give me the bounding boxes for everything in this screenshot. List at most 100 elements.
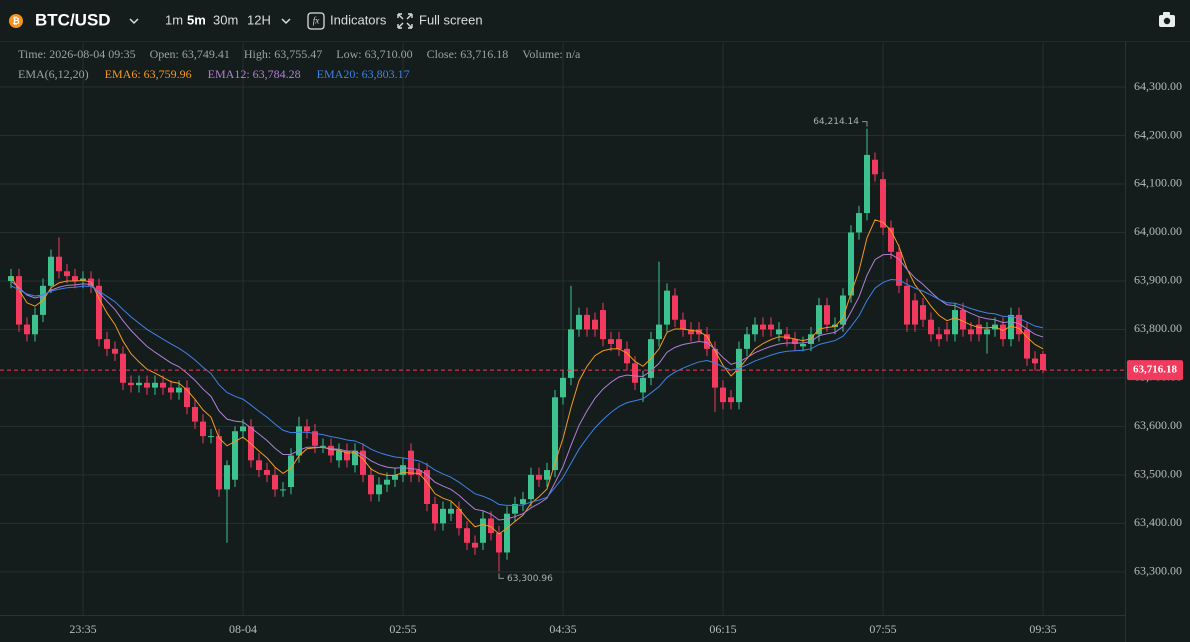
ema-line — [10, 278, 1044, 506]
candle-body — [880, 179, 886, 228]
candle-body — [416, 470, 422, 475]
candle-body — [264, 470, 270, 475]
candle-body — [1016, 314, 1022, 335]
candle-body — [624, 348, 630, 364]
candle-body — [80, 278, 86, 281]
fullscreen-button[interactable]: Full screen — [419, 12, 483, 27]
candle-body — [384, 479, 390, 485]
timeframe[interactable]: 30m — [213, 12, 238, 27]
candle-body — [280, 489, 286, 491]
ema-line — [10, 219, 1044, 535]
candle-body — [144, 382, 150, 388]
candle-body — [488, 518, 494, 534]
overlay: Time: 2026-08-04 09:35 Open: 63,749.41 Hig… — [0, 47, 1183, 584]
candle-body — [304, 426, 310, 432]
candle-body — [928, 319, 934, 335]
candle-body — [704, 334, 710, 349]
candle-body — [736, 348, 742, 403]
candle-body — [432, 503, 438, 524]
last-price-tag — [1127, 360, 1183, 381]
ohlc-info: Low: 63,710.00 — [336, 47, 412, 61]
candle-body — [656, 324, 662, 340]
candle-body — [128, 382, 134, 386]
candle-body — [1040, 353, 1046, 371]
candle-body — [208, 436, 214, 438]
candle-body — [48, 256, 54, 286]
candle-body — [1032, 358, 1038, 364]
candle-body — [680, 319, 686, 330]
candle-body — [552, 397, 558, 471]
candle-body — [720, 387, 726, 403]
x-tick-label: 06:15 — [709, 622, 736, 636]
candle-body — [136, 382, 142, 386]
candle-body — [320, 445, 326, 447]
timeframe[interactable]: 1m — [165, 12, 183, 27]
candle-body — [976, 324, 982, 335]
candle-body — [672, 295, 678, 320]
candle-body — [256, 460, 262, 471]
y-tick-label: 63,500.00 — [1134, 467, 1182, 481]
y-tick-label: 63,600.00 — [1134, 418, 1182, 432]
candle-body — [512, 503, 518, 514]
x-tick-label: 08-04 — [229, 622, 257, 636]
candle-body — [392, 474, 398, 480]
candle-body — [888, 227, 894, 252]
candle-body — [336, 450, 342, 461]
candle-body — [968, 329, 974, 335]
candle-body — [472, 542, 478, 548]
candle-body — [816, 305, 822, 335]
candle-body — [344, 450, 350, 461]
symbol[interactable]: BTC/USD — [35, 10, 111, 29]
candle-body — [8, 276, 14, 281]
grid: 63,300.00 63,400.00 63,500.00 63,600.00 63,7… — [0, 42, 1182, 636]
symbol-dropdown[interactable] — [129, 18, 139, 25]
fullscreen-icon[interactable] — [397, 13, 413, 29]
candle-body — [584, 314, 590, 330]
candle-body — [728, 397, 734, 403]
indicators-icon[interactable] — [307, 12, 325, 30]
legend-entry: EMA12: 63,784.28 — [208, 67, 301, 81]
candle-body — [96, 285, 102, 340]
candle-body — [480, 518, 486, 543]
candle-body — [528, 474, 534, 500]
x-tick-label: 23:35 — [69, 622, 96, 636]
candle-body — [688, 329, 694, 335]
candle-body — [608, 339, 614, 344]
legend-entry: EMA20: 63,803.17 — [317, 67, 410, 81]
extreme-label: 63,300.96 — [507, 574, 553, 584]
candle-body — [168, 387, 174, 393]
candle-body — [576, 314, 582, 330]
candle-body — [360, 450, 366, 475]
candle-body — [1000, 324, 1006, 340]
candle-body — [616, 339, 622, 349]
x-tick-label: 04:35 — [549, 622, 576, 636]
candle-body — [904, 285, 910, 325]
extreme-marker — [862, 121, 868, 127]
candle-body — [592, 319, 598, 330]
screenshot-button[interactable] — [1159, 12, 1175, 27]
camera-lens — [1163, 17, 1171, 25]
candle-body — [408, 450, 414, 475]
candle-body — [640, 377, 646, 393]
candle-body — [368, 474, 374, 495]
candle-body — [840, 295, 846, 325]
plot — [8, 128, 1046, 572]
candle-body — [712, 348, 718, 388]
indicators-button[interactable]: Indicators — [330, 12, 387, 27]
candle-body — [768, 324, 774, 330]
candle-body — [912, 300, 918, 325]
timeframe[interactable]: 12H — [247, 12, 271, 27]
timeframe[interactable]: 5m — [187, 12, 206, 27]
x-tick-label: 09:35 — [1029, 622, 1056, 636]
candle-body — [72, 276, 78, 281]
candle-body — [776, 329, 782, 335]
candle-body — [1024, 329, 1030, 359]
candle-body — [272, 474, 278, 490]
ohlc-info: Volume: n/a — [522, 47, 581, 61]
candle-body — [288, 455, 294, 488]
candle-body — [632, 363, 638, 383]
y-tick-label: 64,300.00 — [1134, 79, 1182, 93]
timeframe-dropdown[interactable] — [281, 18, 291, 25]
candle-body — [240, 426, 246, 432]
candle-body — [664, 290, 670, 325]
